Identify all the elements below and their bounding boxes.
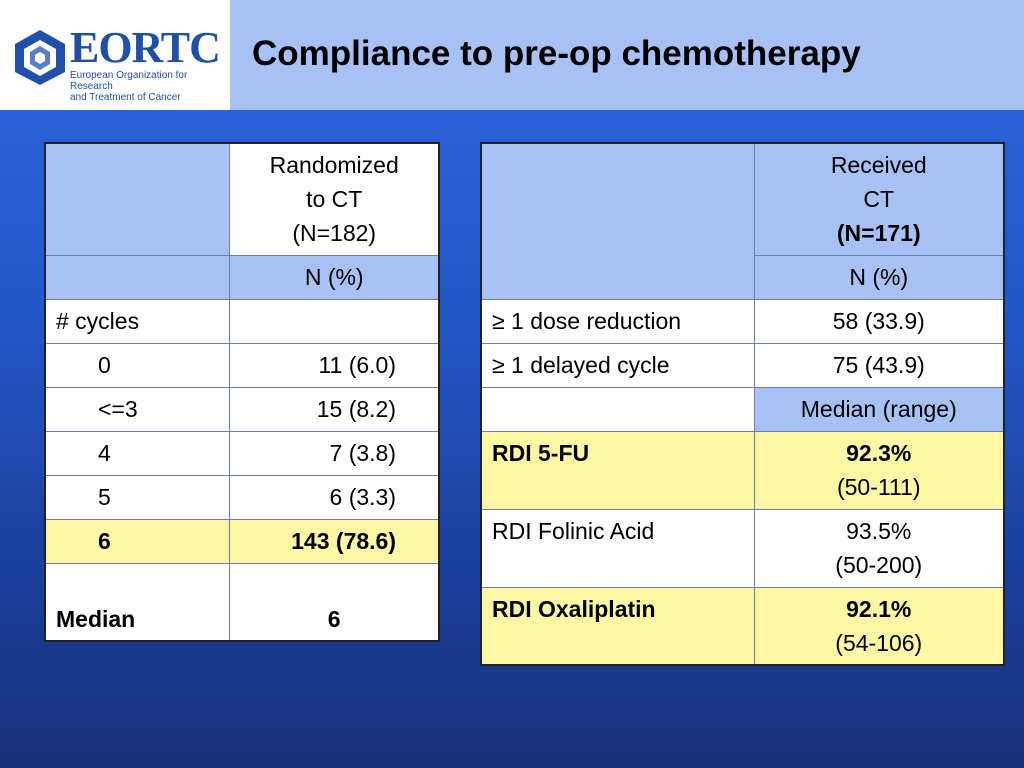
table-row: <=3 15 (8.2) <box>44 386 440 432</box>
table-row: 5 6 (3.3) <box>44 474 440 520</box>
table-row: 0 11 (6.0) <box>44 342 440 388</box>
logo-subtitle: European Organization for Research and T… <box>70 70 188 103</box>
median-label: Median <box>44 562 231 642</box>
table-unit-row: N (%) <box>481 254 1005 300</box>
table-row: ≥ 1 dose reduction 58 (33.9) <box>480 298 1005 344</box>
row-value: 75 (43.9) <box>753 342 1005 388</box>
row-value: 143 (78.6) <box>229 518 440 564</box>
eortc-logo-icon <box>15 30 65 85</box>
unit2-empty-cell <box>480 386 755 432</box>
row-label: 0 <box>44 342 231 388</box>
row-label: ≥ 1 delayed cycle <box>480 342 755 388</box>
dose-table: Received CT (N=171) N (%) ≥ 1 dose reduc… <box>480 142 1005 666</box>
header-empty-cell <box>44 142 231 256</box>
row-label: RDI Folinic Acid <box>480 508 755 588</box>
table-header-row: Received CT (N=171) <box>480 142 1005 300</box>
median-value: 6 <box>229 562 440 642</box>
table-row-highlight: RDI 5-FU 92.3% (50-111) <box>480 430 1005 510</box>
row-label: ≥ 1 dose reduction <box>480 298 755 344</box>
row-value: 6 (3.3) <box>229 474 440 520</box>
row-label: RDI 5-FU <box>480 430 755 510</box>
row-label: # cycles <box>44 298 231 344</box>
row-label: <=3 <box>44 386 231 432</box>
table-row: 4 7 (3.8) <box>44 430 440 476</box>
logo-wordmark: EORTC <box>70 23 221 72</box>
row-value: 58 (33.9) <box>753 298 1005 344</box>
unit2-label: Median (range) <box>753 386 1005 432</box>
unit-label: N (%) <box>229 254 440 300</box>
table-row: ≥ 1 delayed cycle 75 (43.9) <box>480 342 1005 388</box>
randomized-header: Randomized to CT (N=182) <box>229 142 440 256</box>
row-value <box>229 298 440 344</box>
received-header: Received CT (N=171) <box>753 142 1005 256</box>
row-value: 92.1% (54-106) <box>753 586 1005 666</box>
slide-title: Compliance to pre-op chemotherapy <box>252 34 861 73</box>
row-value: 15 (8.2) <box>229 386 440 432</box>
row-value: 92.3% (50-111) <box>753 430 1005 510</box>
row-value: 7 (3.8) <box>229 430 440 476</box>
row-label: 5 <box>44 474 231 520</box>
table-row-highlight: RDI Oxaliplatin 92.1% (54-106) <box>480 586 1005 666</box>
unit-empty-cell <box>44 254 231 300</box>
row-value: 93.5% (50-200) <box>753 508 1005 588</box>
cycles-table: Randomized to CT (N=182) N (%) # cycles … <box>44 142 440 642</box>
row-value: 11 (6.0) <box>229 342 440 388</box>
table-row-median: Median 6 <box>44 562 440 642</box>
header-band: EORTC European Organization for Research… <box>0 0 1024 110</box>
table-unit-row: N (%) <box>44 254 440 300</box>
header-empty-cell <box>480 142 755 300</box>
table-row: # cycles <box>44 298 440 344</box>
row-label: 4 <box>44 430 231 476</box>
eortc-logo: EORTC European Organization for Research… <box>0 0 230 110</box>
table-row: RDI Folinic Acid 93.5% (50-200) <box>480 508 1005 588</box>
table-unit-row: Median (range) <box>480 386 1005 432</box>
table-header-row: Randomized to CT (N=182) <box>44 142 440 256</box>
row-label: 6 <box>44 518 231 564</box>
row-label: RDI Oxaliplatin <box>480 586 755 666</box>
table-row-highlight: 6 143 (78.6) <box>44 518 440 564</box>
unit-label: N (%) <box>753 254 1005 300</box>
